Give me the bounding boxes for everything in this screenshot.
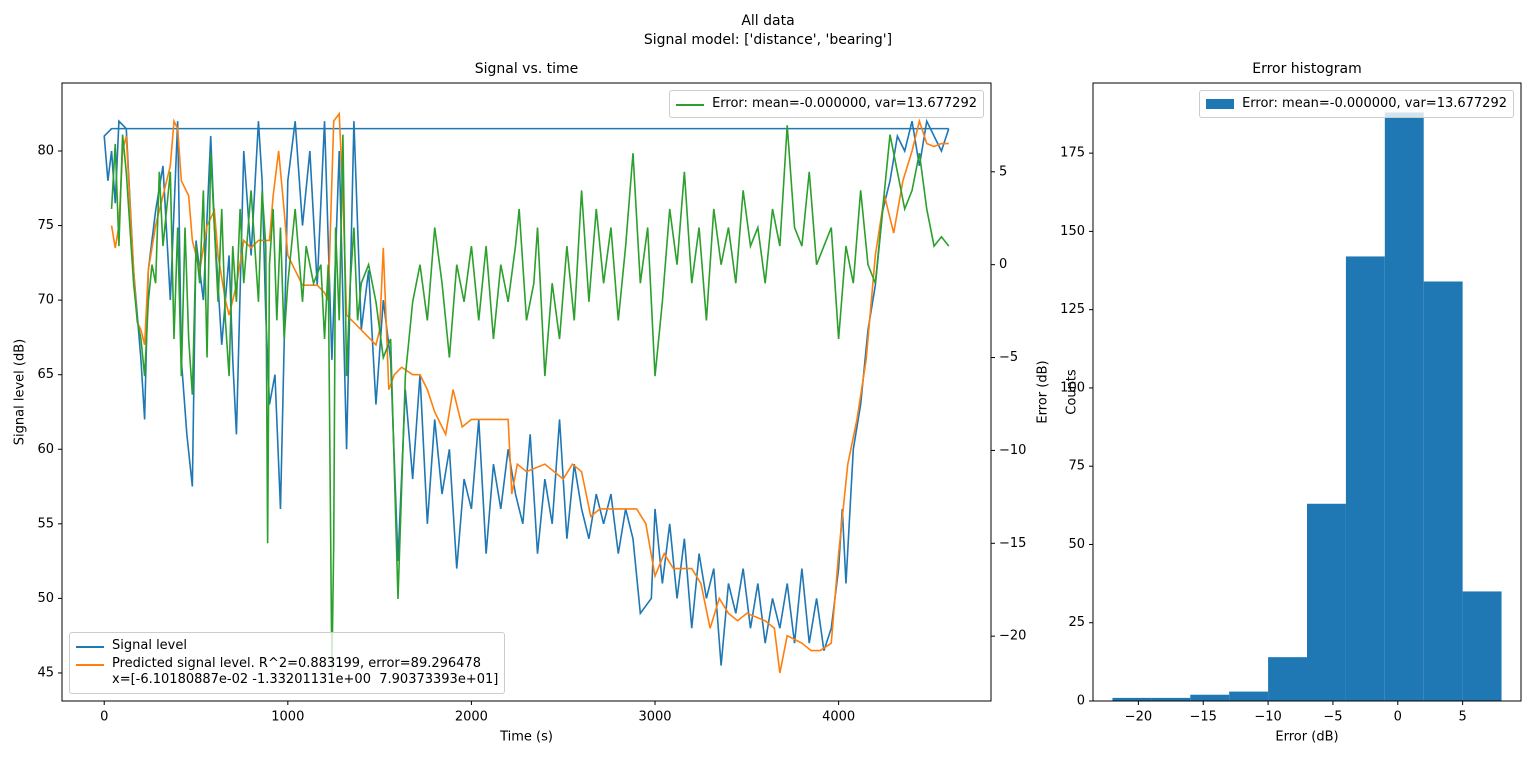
- legend-swatch: [76, 664, 104, 666]
- histogram-bar: [1151, 697, 1191, 701]
- y-tick-label: 75: [37, 218, 54, 233]
- y-tick-label: 50: [37, 591, 54, 606]
- legend-item: Error: mean=-0.000000, var=13.677292: [676, 96, 977, 112]
- axes-title: Error histogram: [1252, 61, 1362, 77]
- y-tick-label: 125: [1060, 302, 1085, 317]
- x-tick-label: 2000: [455, 710, 488, 725]
- x-tick-label: 0: [1394, 710, 1402, 725]
- axes-frame: [1092, 82, 1522, 702]
- y2-axis-label: Error (dB): [1036, 360, 1051, 423]
- x-tick-label: −10: [1254, 710, 1281, 725]
- x-tick-label: 0: [100, 710, 108, 725]
- legend-swatch: [76, 646, 104, 648]
- legend-label: Error: mean=-0.000000, var=13.677292: [712, 96, 977, 111]
- series-line: [103, 118, 950, 666]
- y-tick-label: 25: [1068, 615, 1085, 630]
- legend: Signal level Predicted signal level. R^2=…: [69, 632, 506, 694]
- y-tick-label: 80: [37, 144, 54, 159]
- y-tick-label: 75: [1068, 459, 1085, 474]
- figure-title: All data: [741, 13, 794, 29]
- legend: Error: mean=-0.000000, var=13.677292: [1199, 90, 1514, 118]
- legend-label: Predicted signal level. R^2=0.883199, er…: [112, 656, 499, 687]
- x-tick-label: 4000: [822, 710, 855, 725]
- y2-tick-label: −5: [999, 350, 1018, 365]
- x-tick-label: 3000: [638, 710, 671, 725]
- y2-tick-label: −15: [999, 536, 1026, 551]
- y-tick-label: 45: [37, 665, 54, 680]
- x-tick-label: −20: [1125, 710, 1152, 725]
- histogram-bar: [1423, 281, 1463, 701]
- y-tick-label: 60: [37, 442, 54, 457]
- y2-tick-label: 5: [999, 164, 1007, 179]
- y-axis-label: Counts: [1065, 369, 1080, 415]
- y-tick-label: 65: [37, 367, 54, 382]
- legend-item: Error: mean=-0.000000, var=13.677292: [1206, 96, 1507, 112]
- axes-title: Signal vs. time: [475, 61, 579, 77]
- x-tick-label: 5: [1458, 710, 1466, 725]
- x-tick-label: −15: [1190, 710, 1217, 725]
- histogram-bar: [1307, 503, 1346, 701]
- histogram-bar: [1462, 591, 1502, 701]
- y-tick-label: 70: [37, 293, 54, 308]
- x-axis-label: Time (s): [499, 730, 553, 745]
- y-axis-label: Signal level (dB): [13, 339, 28, 445]
- legend: Error: mean=-0.000000, var=13.677292: [669, 90, 984, 118]
- histogram-bar: [1190, 694, 1230, 701]
- legend-label: Error: mean=-0.000000, var=13.677292: [1242, 96, 1507, 111]
- x-tick-label: 1000: [271, 710, 304, 725]
- legend-label: Signal level: [112, 638, 187, 653]
- y-tick-label: 100: [1060, 380, 1085, 395]
- x-axis-label: Error (dB): [1275, 730, 1338, 745]
- y-tick-label: 175: [1060, 146, 1085, 161]
- histogram-bar: [1229, 691, 1269, 701]
- series-line: [110, 125, 950, 674]
- legend-item: Predicted signal level. R^2=0.883199, er…: [76, 656, 498, 688]
- y2-tick-label: 0: [999, 257, 1007, 272]
- histogram-bar: [1268, 657, 1307, 701]
- legend-item: Signal level: [76, 638, 498, 654]
- y-tick-label: 0: [1077, 694, 1085, 709]
- histogram-bar: [1112, 697, 1152, 701]
- x-tick-label: −5: [1323, 710, 1342, 725]
- y-tick-label: 50: [1068, 537, 1085, 552]
- y-tick-label: 55: [37, 516, 54, 531]
- axes-frame: [61, 82, 992, 702]
- figure-subtitle: Signal model: ['distance', 'bearing']: [644, 32, 892, 48]
- legend-swatch: [676, 104, 705, 106]
- y2-tick-label: −10: [999, 443, 1026, 458]
- histogram-bar: [1384, 112, 1424, 701]
- y2-tick-label: −20: [999, 629, 1026, 644]
- histogram-bar: [1345, 256, 1385, 701]
- y-tick-label: 150: [1060, 224, 1085, 239]
- legend-swatch: [1206, 99, 1235, 109]
